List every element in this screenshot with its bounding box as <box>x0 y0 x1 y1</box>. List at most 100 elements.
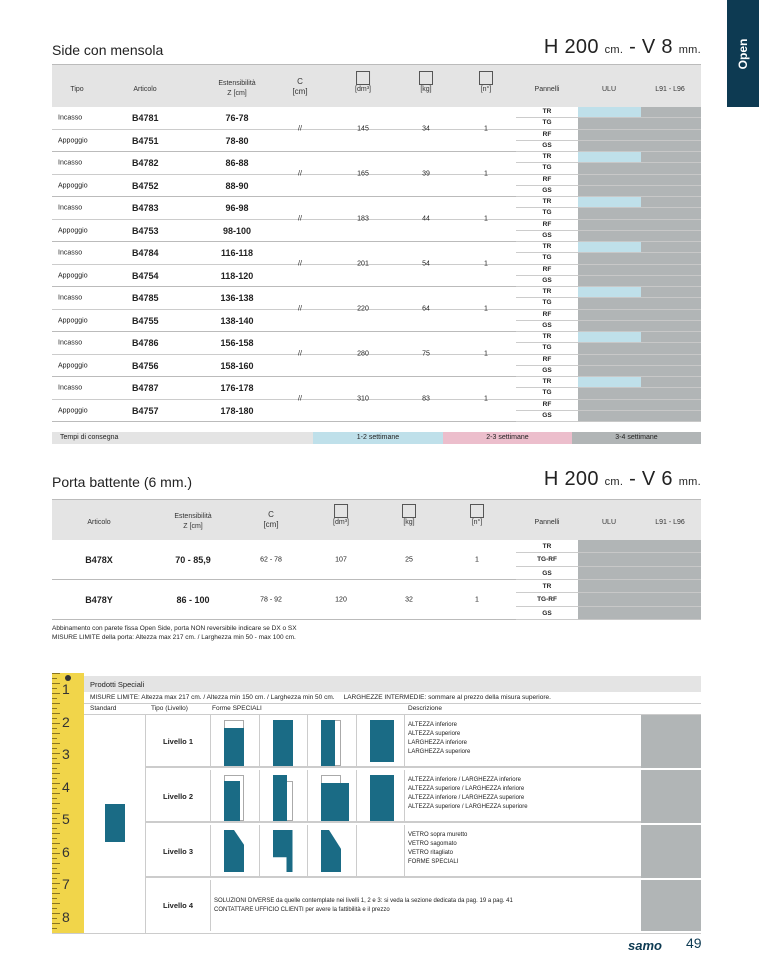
ruler-tick <box>52 908 57 909</box>
ruler-tick <box>52 793 60 794</box>
special-title: Prodotti Speciali <box>84 676 701 692</box>
divider <box>210 715 211 768</box>
row-n: 1 <box>484 395 488 403</box>
price-cell <box>578 553 701 567</box>
ruler-tick <box>52 878 57 879</box>
pannello-gs: GS <box>516 276 578 287</box>
row-estensibilita: 176-178 <box>220 383 254 393</box>
special-level-row: Livello 2 ALTEZZA inferiore / LARGHEZZA i… <box>146 770 701 823</box>
row-c: 62 - 78 <box>260 556 282 564</box>
price-cell <box>578 580 701 594</box>
level-price-cell <box>641 825 701 878</box>
row-estensibilita: 88-90 <box>225 180 249 191</box>
special-level-row: Livello 4 SOLUZIONI DIVERSE da quelle con… <box>146 880 701 931</box>
row-kg: 44 <box>422 215 430 223</box>
panels-icon <box>470 504 484 518</box>
row-tipo: Appoggio <box>58 182 88 189</box>
ruler-tick <box>52 788 57 789</box>
ruler-number: 5 <box>62 811 70 827</box>
l91-price-cell <box>641 298 701 310</box>
price-cell <box>578 540 701 554</box>
col-est: Estensibilità Z [cm] <box>218 80 256 97</box>
col-articolo: Articolo <box>133 86 157 93</box>
row-c: // <box>298 305 302 313</box>
special-shape-icon <box>272 830 293 872</box>
row-tipo: Incasso <box>58 294 83 302</box>
pannello: GS <box>516 607 578 620</box>
ruler-tick <box>52 843 60 844</box>
ruler-number: 6 <box>62 843 70 860</box>
pannello-gs: GS <box>516 186 578 197</box>
ruler-tick <box>52 678 57 679</box>
special-shape-icon <box>272 775 287 821</box>
pannello-tg: TG <box>516 118 578 130</box>
row-c: 78 - 92 <box>260 596 282 604</box>
l91-price-cell <box>641 163 701 175</box>
special-shape-icon <box>321 830 341 872</box>
ulu-price-cell <box>578 275 641 287</box>
price-cell <box>578 593 701 607</box>
ulu-price-cell <box>578 365 641 377</box>
row-articolo: B4782 <box>132 158 159 168</box>
ruler-tick <box>52 833 60 834</box>
ruler-tick <box>52 768 57 769</box>
ruler-tick <box>52 828 57 829</box>
ruler-tick <box>52 928 57 929</box>
col-pannelli: Pannelli <box>534 86 560 93</box>
ruler-tick <box>52 733 60 734</box>
l91-price-cell <box>641 129 701 141</box>
pannello-tg: TG <box>516 208 578 220</box>
pannello-tg: TG <box>516 253 578 265</box>
ruler-tick <box>52 898 57 899</box>
pannello-tr: TR <box>516 287 578 299</box>
level-price-cell <box>641 715 701 768</box>
section-tab-open[interactable]: Open <box>727 0 759 107</box>
row-estensibilita: 138-140 <box>220 315 254 326</box>
l91-price-cell <box>641 399 701 411</box>
row-articolo: B4751 <box>132 135 159 146</box>
special-levels: Livello 1 ALTEZZA inferiore ALTEZZA superi… <box>146 715 701 933</box>
l91-price-cell <box>641 197 701 209</box>
l91-price-cell <box>641 140 701 152</box>
ruler-tick <box>52 858 57 859</box>
divider <box>307 715 308 768</box>
row-articolo: B4757 <box>132 405 159 416</box>
description-line: ALTEZZA inferiore / LARGHEZZA superiore <box>408 795 525 801</box>
ulu-price-cell <box>578 174 641 186</box>
pannello: TR <box>516 540 578 554</box>
ruler-tick <box>52 813 60 814</box>
row-kg: 83 <box>422 395 430 403</box>
row-tipo: Appoggio <box>58 227 88 234</box>
special-shape-icon <box>224 781 240 821</box>
section1-title: Side con mensola <box>52 42 164 58</box>
pannello-tr: TR <box>516 152 578 164</box>
row-estensibilita: 76-78 <box>225 113 249 123</box>
row-dm: 107 <box>335 556 347 564</box>
ulu-price-cell <box>578 410 641 422</box>
row-kg: 32 <box>405 596 413 604</box>
row-estensibilita: 98-100 <box>222 225 252 236</box>
level-price-cell <box>641 770 701 823</box>
row-tipo: Appoggio <box>58 137 88 144</box>
description-line: ALTEZZA inferiore <box>408 722 457 728</box>
ruler-tick <box>52 823 60 824</box>
l91-price-cell <box>641 388 701 400</box>
ruler-number: 1 <box>62 681 70 697</box>
row-kg: 75 <box>422 350 430 358</box>
price-cell <box>578 566 701 580</box>
ruler-tick <box>52 708 57 709</box>
ruler-tick <box>52 853 60 854</box>
l91-price-cell <box>641 242 701 254</box>
col-volume: [dm³] <box>355 71 371 95</box>
section2-title: Porta battente (6 mm.) <box>52 474 193 490</box>
ruler-tick <box>52 803 60 804</box>
ruler-tick <box>52 808 57 809</box>
description-line: LARGHEZZA superiore <box>408 749 471 755</box>
l91-price-cell <box>641 208 701 220</box>
description-line: VETRO sagomato <box>408 841 457 847</box>
l91-price-cell <box>641 377 701 389</box>
row-dm: 165 <box>357 170 369 178</box>
ruler-tick <box>52 798 57 799</box>
row-n: 1 <box>484 260 488 268</box>
col-c: C [cm] <box>292 77 308 96</box>
